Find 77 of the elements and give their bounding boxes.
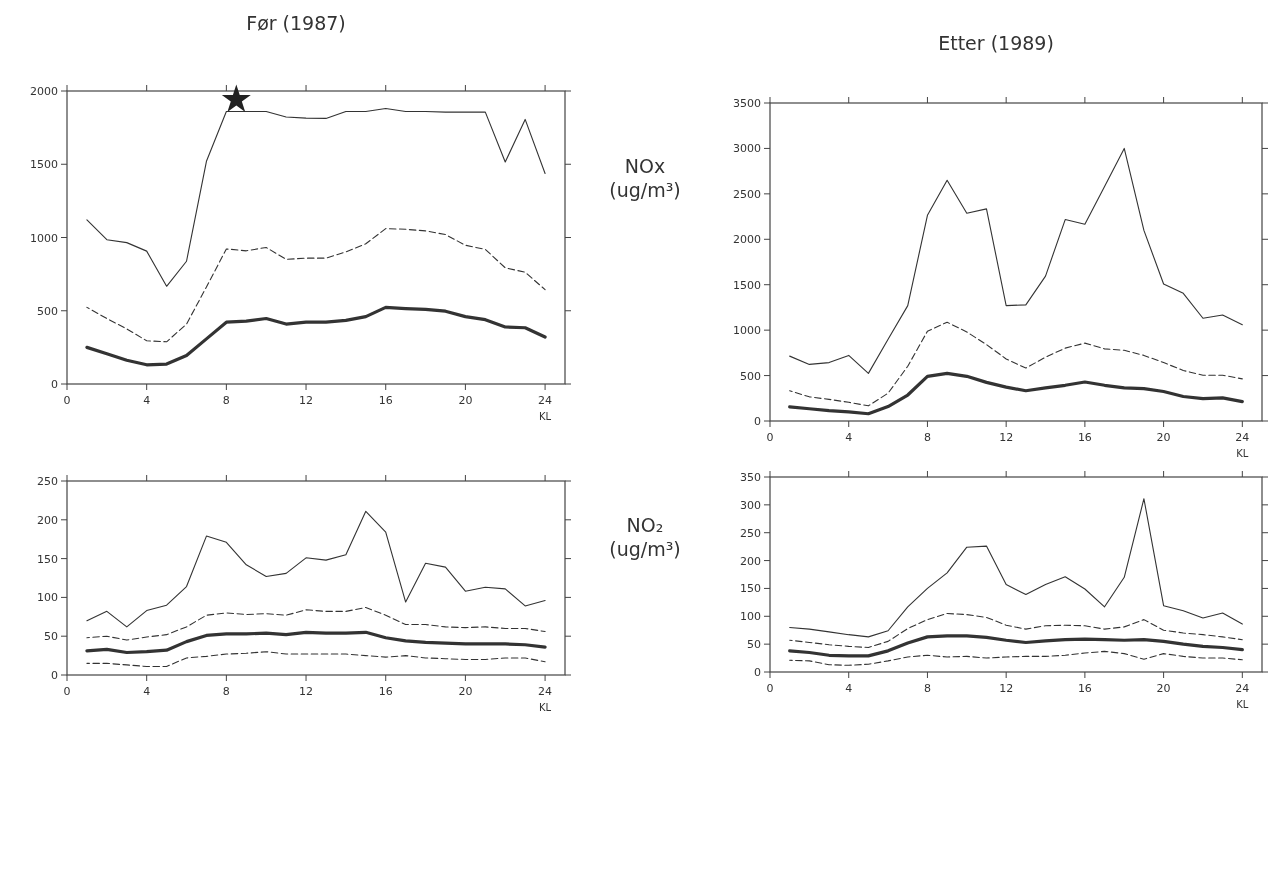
line-series [788, 371, 1244, 416]
x-tick-label: 24 [538, 685, 553, 698]
x-tick-label: 20 [458, 394, 473, 407]
x-tick-label: 12 [999, 431, 1014, 444]
x-axis-title: KL [539, 702, 552, 713]
y-tick-label: 1500 [30, 158, 58, 172]
line-series [789, 612, 1243, 649]
x-tick-label: 8 [923, 682, 931, 695]
line-series [789, 147, 1243, 374]
y-tick-label: 100 [740, 610, 761, 624]
x-tick-label: 4 [143, 685, 151, 698]
y-tick-label: 0 [51, 669, 58, 682]
line-series [789, 498, 1243, 638]
y-tick-label: 50 [44, 630, 58, 644]
y-axis-title: NO₂ (ug/m³) [609, 514, 681, 560]
x-tick-label: 12 [299, 685, 314, 698]
y-tick-label: 0 [754, 415, 761, 428]
x-tick-label: 16 [378, 685, 393, 698]
x-axis-title: KL [1236, 699, 1249, 710]
x-tick-label: 24 [538, 394, 553, 407]
x-tick-label: 20 [1156, 682, 1171, 695]
x-axis-title: KL [539, 411, 552, 422]
x-tick-label: 24 [1235, 682, 1250, 695]
x-tick-label: 8 [222, 394, 230, 407]
y-tick-label: 100 [37, 591, 58, 605]
line-series [85, 305, 547, 367]
x-tick-label: 16 [1077, 682, 1092, 695]
line-series [85, 630, 547, 655]
y-tick-label: 150 [740, 582, 761, 596]
x-tick-label: 24 [1235, 431, 1250, 444]
x-tick-label: 0 [63, 394, 71, 407]
y-tick-label: 50 [747, 638, 761, 652]
y-tick-label: 0 [754, 666, 761, 679]
y-tick-label: 3500 [733, 97, 761, 110]
y-tick-label: 200 [740, 554, 761, 568]
x-tick-label: 4 [143, 394, 151, 407]
y-tick-label: 2000 [30, 85, 58, 98]
x-tick-label: 12 [299, 394, 314, 407]
line-series [86, 108, 546, 287]
x-tick-label: 16 [1077, 431, 1092, 444]
chart-title: Før (1987) [246, 12, 346, 34]
y-tick-label: 2500 [733, 187, 761, 201]
line-series [86, 606, 546, 641]
y-tick-label: 250 [740, 526, 761, 540]
y-tick-label: 250 [37, 475, 58, 488]
y-axis-title: NOx (ug/m³) [609, 155, 681, 201]
x-tick-label: 8 [222, 685, 230, 698]
line-series [789, 321, 1243, 407]
line-series [788, 634, 1244, 658]
line-series [86, 228, 546, 343]
y-tick-label: 500 [37, 304, 58, 318]
x-tick-label: 16 [378, 394, 393, 407]
x-tick-label: 8 [923, 431, 931, 444]
y-tick-label: 300 [740, 498, 761, 512]
y-tick-label: 2000 [733, 233, 761, 247]
y-tick-label: 0 [51, 378, 58, 391]
x-tick-label: 20 [1156, 431, 1171, 444]
chart-title: Etter (1989) [938, 32, 1054, 54]
y-tick-label: 200 [37, 513, 58, 527]
x-tick-label: 4 [845, 431, 853, 444]
y-tick-label: 350 [740, 471, 761, 484]
x-tick-label: 0 [766, 682, 774, 695]
y-tick-label: 1500 [733, 278, 761, 292]
x-tick-label: 20 [458, 685, 473, 698]
x-tick-label: 0 [63, 685, 71, 698]
y-tick-label: 500 [740, 369, 761, 383]
x-tick-label: 12 [999, 682, 1014, 695]
line-series [789, 650, 1243, 666]
y-tick-label: 3000 [733, 142, 761, 156]
y-tick-label: 1000 [30, 231, 58, 245]
x-tick-label: 0 [766, 431, 774, 444]
line-series [86, 510, 546, 628]
y-tick-label: 1000 [733, 324, 761, 338]
x-axis-title: KL [1236, 448, 1249, 459]
x-tick-label: 4 [845, 682, 853, 695]
y-tick-label: 150 [37, 552, 58, 566]
line-series [86, 651, 546, 668]
